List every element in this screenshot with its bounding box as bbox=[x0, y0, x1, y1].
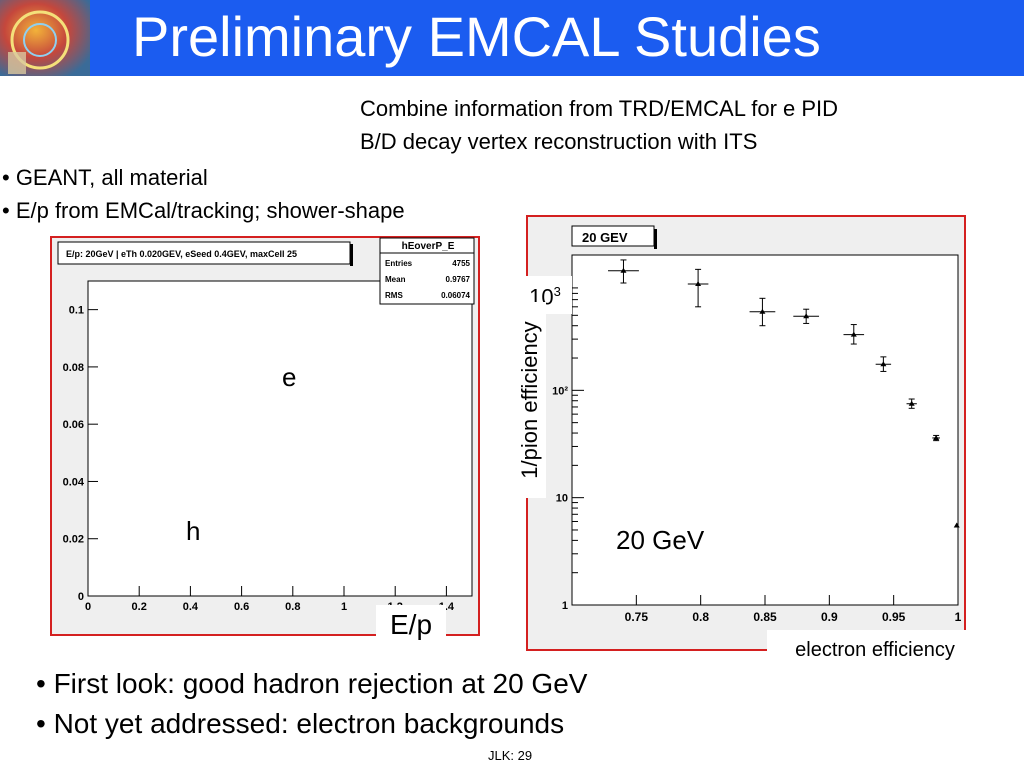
bullet-geant: • GEANT, all material bbox=[2, 165, 208, 190]
stats-entries-label: Entries bbox=[385, 259, 413, 268]
x-tick-label-2: 0.4 bbox=[183, 601, 199, 613]
note-line-2: B/D decay vertex reconstruction with ITS bbox=[360, 129, 758, 154]
energy-label: 20 GeV bbox=[616, 525, 705, 555]
stats-mean-label: Mean bbox=[385, 275, 406, 284]
y-tick-label-5: 0.1 bbox=[69, 305, 84, 317]
x-tick-label-3: 0.6 bbox=[234, 601, 249, 613]
plot-title-box: 20 GEV bbox=[582, 230, 628, 245]
data-point-8 bbox=[953, 522, 960, 528]
slide-title: Preliminary EMCAL Studies bbox=[132, 5, 821, 68]
ep-axis-label: E/p bbox=[376, 605, 446, 647]
decade-top-exp: 3 bbox=[553, 284, 561, 299]
ylabel-text: 1/pion efficiency bbox=[517, 321, 542, 479]
y-tick-label-3: 0.06 bbox=[63, 419, 84, 431]
y-tick-label-2: 0.04 bbox=[63, 476, 85, 488]
data-point-2 bbox=[749, 297, 776, 327]
bullet-ep: • E/p from EMCal/tracking; shower-shape bbox=[2, 198, 405, 223]
data-point-3 bbox=[793, 308, 820, 324]
data-point-5 bbox=[875, 356, 892, 372]
data-point-1 bbox=[687, 268, 709, 308]
y-tick-label-1: 0.02 bbox=[63, 534, 84, 546]
x-tick-label-0: 0 bbox=[85, 601, 91, 613]
y-tick-label-2: 10² bbox=[552, 385, 568, 397]
x-tick-label-0: 0.75 bbox=[625, 610, 649, 624]
annotation-h: h bbox=[186, 516, 200, 546]
data-point-7 bbox=[932, 434, 940, 442]
x-tick-label-1: 0.8 bbox=[692, 610, 709, 624]
y-tick-label-1: 10 bbox=[556, 493, 568, 505]
x-tick-label-1: 0.2 bbox=[132, 601, 147, 613]
x-tick-label-3: 0.9 bbox=[821, 610, 838, 624]
pion-rejection-plot: 20 GEV 0.75 0.8 0.85 0.9 0.95 1 1 10 10² 20 GeV bbox=[526, 215, 966, 651]
pion-efficiency-axis-label: 1/pion efficiency bbox=[514, 302, 546, 498]
stats-entries-value: 4755 bbox=[452, 259, 470, 268]
alice-logo bbox=[0, 0, 90, 76]
stats-rms-label: RMS bbox=[385, 291, 403, 300]
efficiency-axes: 0.75 0.8 0.85 0.9 0.95 1 1 10 10² bbox=[552, 287, 962, 624]
electron-efficiency-axis-label: electron efficiency bbox=[767, 630, 983, 670]
data-point-4 bbox=[843, 324, 865, 345]
bullet-not-addressed: • Not yet addressed: electron background… bbox=[36, 708, 565, 739]
data-point-6 bbox=[906, 398, 917, 409]
histogram-header: E/p: 20GeV | eTh 0.020GEV, eSeed 0.4GEV,… bbox=[66, 249, 297, 259]
x-tick-label-5: 1 bbox=[955, 610, 962, 624]
stats-title: hEoverP_E bbox=[402, 241, 455, 252]
note-line-1: Combine information from TRD/EMCAL for e… bbox=[360, 96, 839, 121]
data-point-0 bbox=[608, 259, 639, 284]
y-tick-label-0: 1 bbox=[562, 600, 568, 612]
annotation-e: e bbox=[282, 362, 296, 392]
y-tick-label-4: 0.08 bbox=[63, 362, 84, 374]
bullet-first-look: • First look: good hadron rejection at 2… bbox=[36, 668, 588, 699]
title-bar bbox=[0, 0, 1024, 76]
x-tick-label-5: 1 bbox=[341, 601, 347, 613]
efficiency-series bbox=[608, 259, 960, 528]
x-tick-label-2: 0.85 bbox=[753, 610, 777, 624]
stats-rms-value: 0.06074 bbox=[441, 291, 470, 300]
y-tick-label-0: 0 bbox=[78, 591, 84, 603]
x-tick-label-4: 0.95 bbox=[882, 610, 906, 624]
ep-histogram: E/p: 20GeV | eTh 0.020GEV, eSeed 0.4GEV,… bbox=[50, 236, 480, 636]
slide-footer: JLK: 29 bbox=[488, 748, 533, 763]
stats-mean-value: 0.9767 bbox=[446, 275, 471, 284]
x-tick-label-4: 0.8 bbox=[285, 601, 300, 613]
